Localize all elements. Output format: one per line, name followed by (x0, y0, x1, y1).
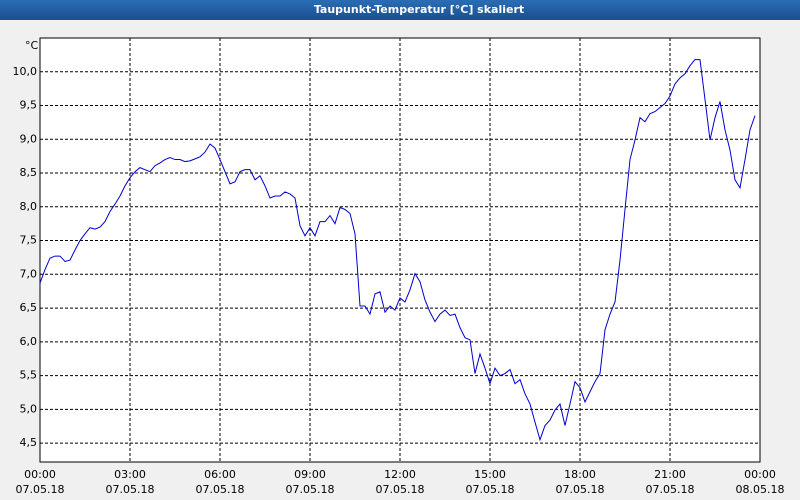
y-tick-label: 5,5 (20, 369, 38, 382)
x-tick-date: 07.05.18 (556, 483, 605, 496)
y-tick-label: 8,5 (20, 166, 38, 179)
y-tick-label: 9,5 (20, 99, 38, 112)
x-tick-date: 08.05.18 (736, 483, 785, 496)
x-tick-date: 07.05.18 (106, 483, 155, 496)
y-axis-label: °C (25, 39, 39, 52)
x-tick-date: 07.05.18 (16, 483, 65, 496)
y-tick-label: 8,0 (20, 200, 38, 213)
x-tick-label: 21:00 (654, 468, 686, 481)
x-tick-date: 07.05.18 (466, 483, 515, 496)
y-tick-label: 7,5 (20, 234, 38, 247)
y-tick-label: 6,5 (20, 301, 38, 314)
x-tick-label: 00:00 (744, 468, 776, 481)
x-tick-label: 15:00 (474, 468, 506, 481)
x-tick-date: 07.05.18 (196, 483, 245, 496)
title-bar (0, 0, 800, 20)
x-tick-date: 07.05.18 (286, 483, 335, 496)
chart-title: Taupunkt-Temperatur [°C] skaliert (314, 3, 524, 16)
x-tick-date: 07.05.18 (646, 483, 695, 496)
y-tick-label: 5,0 (20, 402, 38, 415)
x-tick-label: 12:00 (384, 468, 416, 481)
x-tick-label: 18:00 (564, 468, 596, 481)
x-tick-label: 03:00 (114, 468, 146, 481)
x-tick-date: 07.05.18 (376, 483, 425, 496)
y-tick-label: 10,0 (13, 65, 38, 78)
x-tick-label: 09:00 (294, 468, 326, 481)
data-line (39, 59, 756, 442)
x-tick-label: 00:00 (24, 468, 56, 481)
y-tick-label: 4,5 (20, 436, 38, 449)
x-tick-label: 06:00 (204, 468, 236, 481)
y-tick-label: 7,0 (20, 267, 38, 280)
y-tick-label: 6,0 (20, 335, 38, 348)
y-tick-label: 9,0 (20, 132, 38, 145)
